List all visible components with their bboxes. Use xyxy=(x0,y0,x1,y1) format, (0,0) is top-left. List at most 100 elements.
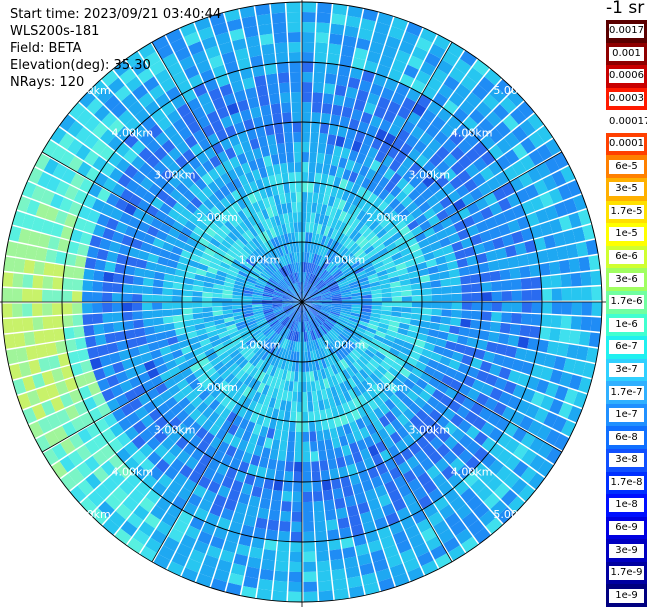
ray-gate xyxy=(259,33,274,46)
ray-gate xyxy=(572,226,586,243)
ray-gate xyxy=(343,137,354,150)
ray-gate xyxy=(380,471,393,485)
ray-gate xyxy=(213,361,225,372)
ray-gate xyxy=(470,357,483,370)
ray-gate xyxy=(162,309,173,317)
ray-gate xyxy=(327,195,336,207)
ray-gate xyxy=(311,390,318,402)
ray-gate xyxy=(51,443,68,460)
ray-gate xyxy=(304,242,308,253)
ray-gate xyxy=(302,321,304,332)
ray-gate xyxy=(504,454,521,471)
ray-gate xyxy=(8,363,22,380)
ray-gate xyxy=(479,166,495,182)
ray-gate xyxy=(521,289,532,301)
ray-gate xyxy=(319,245,327,257)
ray-gate xyxy=(325,261,334,271)
ray-gate xyxy=(285,370,292,382)
ray-gate xyxy=(252,391,262,403)
ray-gate xyxy=(397,105,412,120)
ray-gate xyxy=(313,317,321,327)
ray-gate xyxy=(476,485,493,502)
ray-gate xyxy=(172,295,183,302)
ray-gate xyxy=(302,122,311,133)
ray-gate xyxy=(525,403,540,419)
ray-gate xyxy=(222,159,234,173)
ray-gate xyxy=(376,269,388,277)
ray-gate xyxy=(282,296,293,300)
ray-gate xyxy=(440,217,454,229)
ray-gate xyxy=(314,233,320,244)
ray-gate xyxy=(307,273,312,283)
ray-gate xyxy=(365,269,377,277)
ray-gate xyxy=(349,364,359,375)
ray-gate xyxy=(302,242,305,253)
ray-gate xyxy=(346,192,356,204)
ray-gate xyxy=(314,278,322,288)
ray-gate xyxy=(357,405,367,418)
ray-gate xyxy=(279,280,288,289)
ray-gate xyxy=(67,350,80,365)
ray-gate xyxy=(478,182,492,197)
ray-gate xyxy=(366,50,382,64)
ray-gate xyxy=(396,400,409,413)
ray-gate xyxy=(309,263,315,274)
ray-gate xyxy=(419,372,432,384)
ray-gate xyxy=(361,479,374,492)
ray-gate xyxy=(518,484,536,502)
ray-gate xyxy=(215,247,227,257)
ray-gate xyxy=(498,366,512,380)
ray-gate xyxy=(366,249,378,259)
ray-gate xyxy=(264,63,277,75)
ray-gate xyxy=(312,276,320,286)
ray-gate xyxy=(591,302,602,317)
ray-gate xyxy=(317,283,327,291)
ray-gate xyxy=(302,441,310,452)
ray-gate xyxy=(249,226,259,238)
ray-gate xyxy=(298,272,301,283)
ray-gate xyxy=(189,408,202,421)
ray-gate xyxy=(268,144,278,156)
ray-gate xyxy=(461,354,474,366)
ray-gate xyxy=(378,188,390,201)
ray-gate xyxy=(281,255,288,266)
ray-gate xyxy=(328,264,338,274)
ray-gate xyxy=(232,305,243,310)
ray-gate xyxy=(345,180,355,193)
ray-gate xyxy=(285,142,294,153)
ray-gate xyxy=(217,517,231,531)
ray-gate xyxy=(103,271,115,283)
ray-gate xyxy=(92,156,108,172)
ray-gate xyxy=(278,530,290,542)
ray-gate xyxy=(241,264,252,272)
ray-gate xyxy=(292,283,298,294)
ray-gate xyxy=(296,282,300,293)
ray-gate xyxy=(331,568,346,581)
ray-gate xyxy=(2,303,13,318)
ray-gate xyxy=(373,368,384,380)
ray-gate xyxy=(402,169,416,183)
ray-gate xyxy=(238,461,250,474)
ray-gate xyxy=(549,218,563,234)
ray-gate xyxy=(408,242,421,253)
ray-gate xyxy=(215,74,230,88)
ray-gate xyxy=(277,72,290,84)
ray-gate xyxy=(359,426,371,439)
ray-gate xyxy=(94,418,110,433)
ray-gate xyxy=(331,303,342,306)
ray-gate xyxy=(553,232,566,247)
ray-gate xyxy=(232,291,243,296)
ray-gate xyxy=(349,229,359,240)
ray-gate xyxy=(493,482,511,499)
ray-gate xyxy=(314,172,322,184)
ray-gate xyxy=(213,279,225,286)
ray-gate xyxy=(590,270,602,286)
ray-gate xyxy=(121,93,138,109)
ray-gate xyxy=(371,507,385,521)
ray-gate xyxy=(467,519,485,536)
ray-gate xyxy=(271,12,286,24)
ray-gate xyxy=(158,545,175,561)
ray-gate xyxy=(270,103,282,115)
ray-gate xyxy=(462,375,476,388)
ray-gate xyxy=(31,216,45,233)
